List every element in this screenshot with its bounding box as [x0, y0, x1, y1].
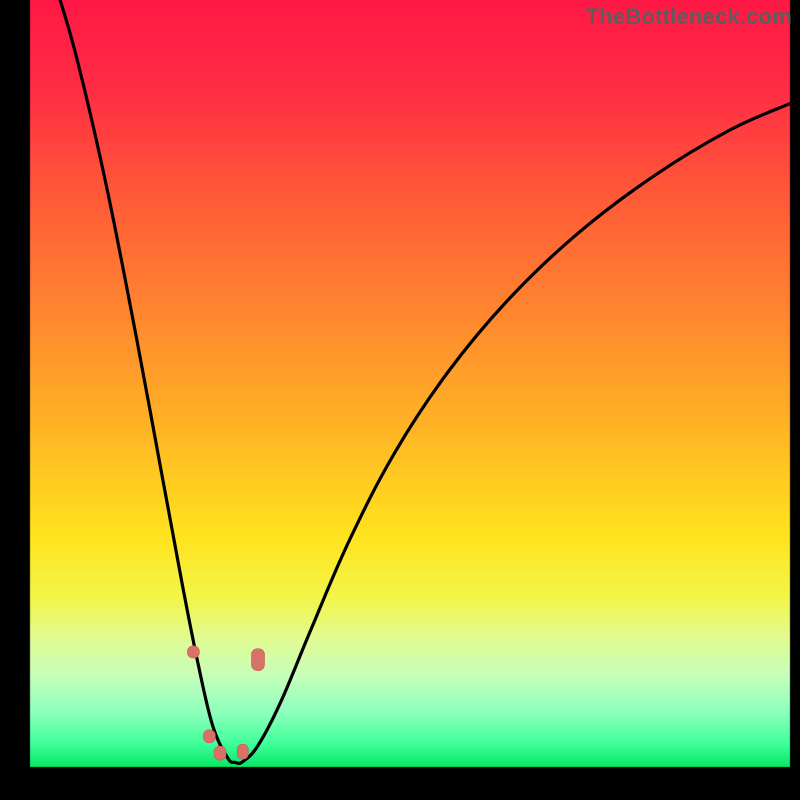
chart-stage: TheBottleneck.com [0, 0, 800, 800]
watermark-text: TheBottleneck.com [586, 4, 792, 30]
curve-overlay-svg [0, 0, 800, 800]
data-point [237, 744, 248, 759]
data-point [203, 730, 215, 743]
data-point [187, 646, 199, 658]
data-point [214, 746, 226, 760]
data-point [252, 649, 265, 671]
bottleneck-curve [53, 0, 790, 763]
